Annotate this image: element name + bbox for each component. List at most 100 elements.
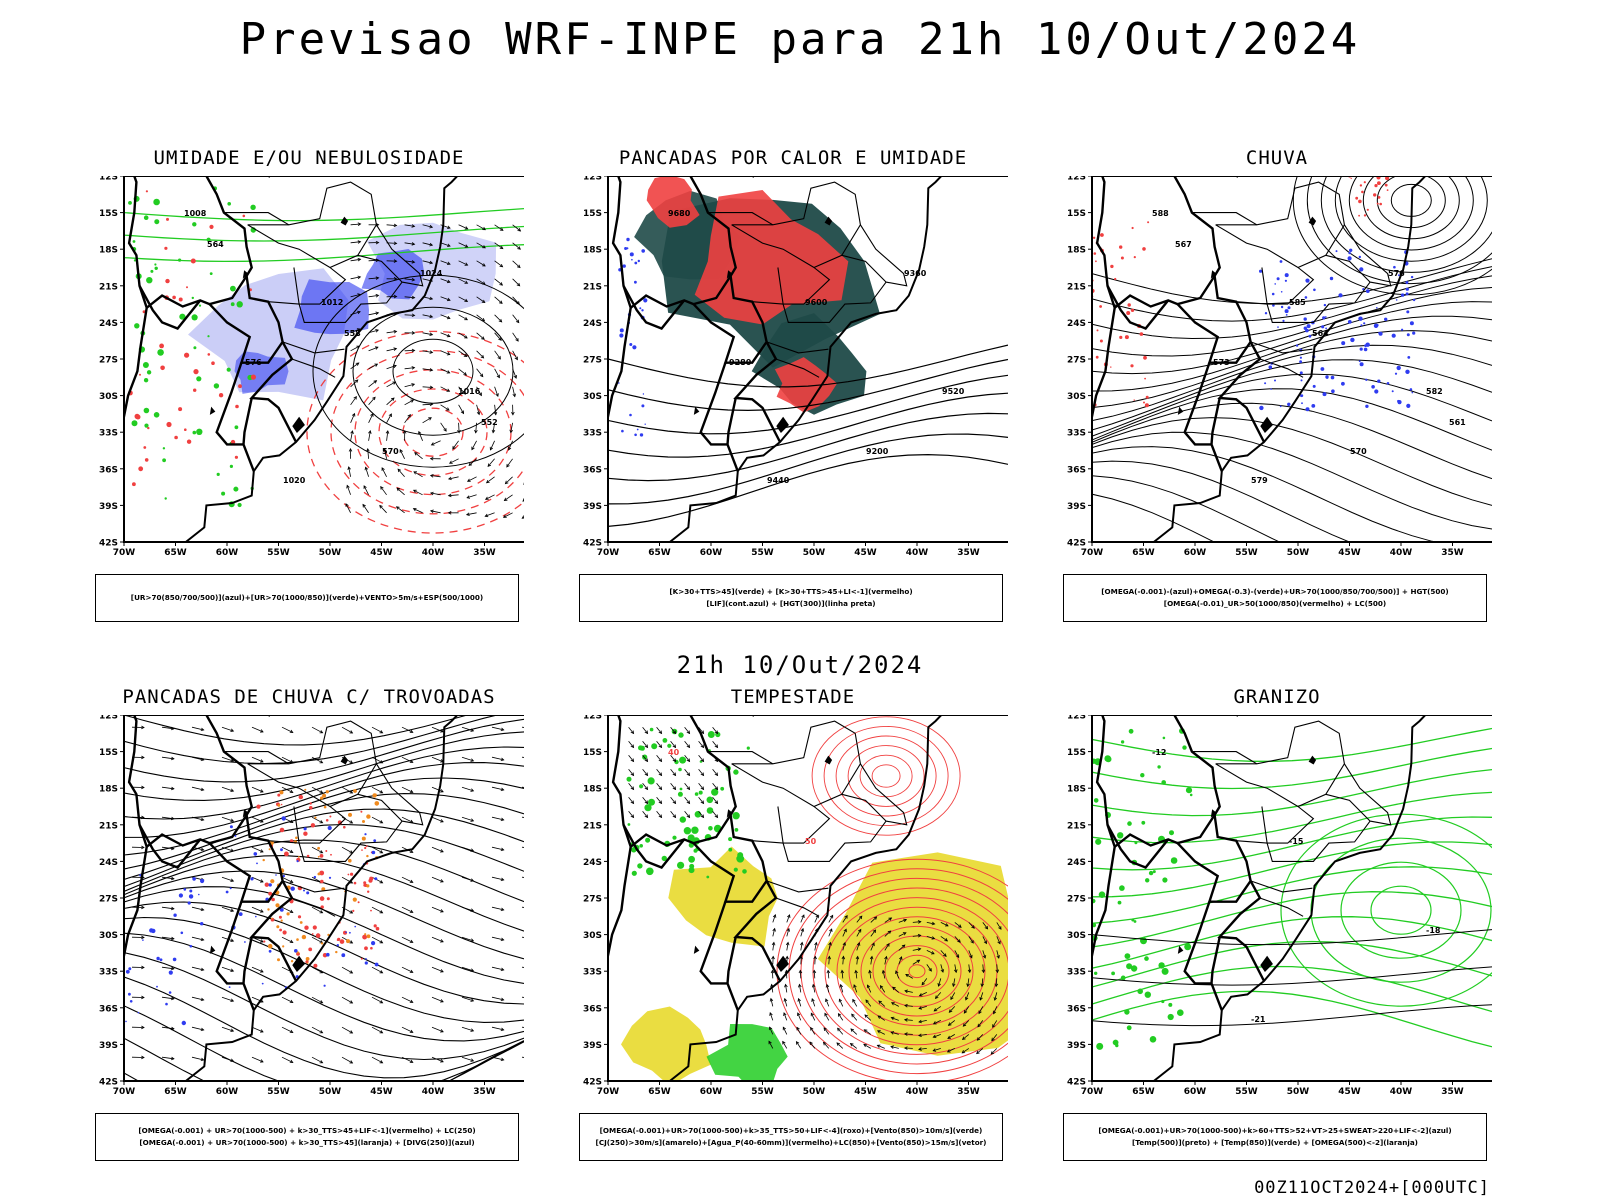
contour-label: 9600 <box>805 298 828 307</box>
lat-tick-label: 21S <box>583 282 602 292</box>
contour-label: 9200 <box>866 447 889 456</box>
lat-tick-label: 36S <box>1067 1004 1086 1014</box>
lat-tick-label: 30S <box>1067 392 1086 402</box>
lon-tick-label: 55W <box>1235 548 1258 556</box>
lat-tick-label: 21S <box>1067 282 1086 292</box>
lon-tick-label: 40W <box>906 548 929 556</box>
legend-box: [UR>70(850/700/500)](azul)+[UR>70(1000/8… <box>95 574 519 622</box>
lat-tick-label: 18S <box>583 246 602 256</box>
legend-box: [OMEGA(-0.001)+UR>70(1000-500)+k>35_TTS>… <box>579 1113 1003 1161</box>
legend-line-1: [OMEGA(-0.001) + UR>70(1000-500) + k>30_… <box>138 1126 476 1135</box>
contour-label: 564 <box>207 240 224 249</box>
lat-tick-label: 39S <box>583 1041 602 1051</box>
lat-tick-label: 27S <box>1067 895 1086 905</box>
panel-chuva: CHUVA 12S 15S 18S 21S 24S 27S 30S 33S 36S 39S 42S 7… <box>1062 147 1492 622</box>
lat-tick-label: 15S <box>1067 209 1086 219</box>
panel-granizo: GRANIZO 12S 15S 18S 21S 24S 27S 30S 33S 36S 39S 42… <box>1062 686 1492 1161</box>
lat-tick-label: 42S <box>1067 539 1086 549</box>
lon-tick-label: 70W <box>597 1087 620 1095</box>
contour-label: 585 <box>1289 298 1306 307</box>
contour-label: 588 <box>1152 209 1169 218</box>
legend-box: [OMEGA(-0.001) + UR>70(1000-500) + k>30_… <box>95 1113 519 1161</box>
contour-label: 576 <box>1388 269 1405 278</box>
panel-title: TEMPESTADE <box>730 686 856 708</box>
lat-tick-label: 27S <box>1067 356 1086 366</box>
lon-tick-label: 40W <box>1390 1087 1413 1095</box>
contour-label: 40 <box>668 748 680 757</box>
panel-title: UMIDADE E/OU NEBULOSIDADE <box>153 147 465 169</box>
lat-tick-label: 33S <box>583 968 602 978</box>
lon-tick-label: 55W <box>1235 1087 1258 1095</box>
lat-tick-label: 27S <box>99 356 118 366</box>
contour-label: 552 <box>481 418 498 427</box>
lat-tick-label: 36S <box>99 465 118 475</box>
weather-map: 12S 15S 18S 21S 24S 27S 30S 33S 36S 39S 42S 70W 65W 6… <box>94 715 524 1095</box>
lon-tick-label: 65W <box>648 548 671 556</box>
lon-tick-label: 60W <box>216 1087 239 1095</box>
lon-tick-label: 50W <box>1287 1087 1310 1095</box>
lon-tick-label: 40W <box>906 1087 929 1095</box>
lon-tick-label: 50W <box>803 1087 826 1095</box>
lon-tick-label: 70W <box>597 548 620 556</box>
panel-title: CHUVA <box>1245 147 1309 169</box>
lon-tick-label: 50W <box>319 548 342 556</box>
panel-pancadas-calor: PANCADAS POR CALOR E UMIDADE 12S 15S 18S 21… <box>578 147 1008 622</box>
lat-tick-label: 24S <box>583 858 602 868</box>
weather-map: 12S 15S 18S 21S 24S 27S 30S 33S 36S 39S 42S 70W 65W 6… <box>1062 715 1492 1095</box>
lon-tick-label: 70W <box>113 1087 136 1095</box>
lat-tick-label: 42S <box>99 539 118 549</box>
legend-line-2: [CJ(250)>30m/s](amarelo)+[Agua_P(40-60mm… <box>595 1138 987 1147</box>
lat-tick-label: 27S <box>583 895 602 905</box>
lat-tick-label: 24S <box>99 858 118 868</box>
lat-tick-label: 39S <box>583 502 602 512</box>
lon-tick-label: 45W <box>854 1087 877 1095</box>
lon-tick-label: 35W <box>1441 548 1464 556</box>
contour-label: 1012 <box>321 298 343 307</box>
lat-tick-label: 12S <box>99 715 118 722</box>
weather-map: 12S 15S 18S 21S 24S 27S 30S 33S 36S 39S 42S 70W 65W 6… <box>1062 176 1492 556</box>
forecast-run-stamp: 00Z11OCT2024+[000UTC] <box>1254 1178 1490 1198</box>
lat-tick-label: 30S <box>583 931 602 941</box>
legend-line-2: [OMEGA(-0.01)_UR>50(1000/850)(vermelho) … <box>1163 599 1387 608</box>
lat-tick-label: 24S <box>99 319 118 329</box>
panel-title: GRANIZO <box>1233 686 1321 708</box>
panel-tempestade: TEMPESTADE 12S 15S 18S 21S 24S 27S 30S 33S 36S 39… <box>578 686 1008 1161</box>
lon-tick-label: 50W <box>319 1087 342 1095</box>
lon-tick-label: 70W <box>1081 1087 1104 1095</box>
legend-line-1: [UR>70(850/700/500)](azul)+[UR>70(1000/8… <box>130 593 484 602</box>
lon-tick-label: 40W <box>422 548 445 556</box>
lat-tick-label: 33S <box>583 429 602 439</box>
lat-tick-label: 33S <box>99 429 118 439</box>
lon-tick-label: 65W <box>1132 1087 1155 1095</box>
lat-tick-label: 12S <box>1067 176 1086 183</box>
lat-tick-label: 30S <box>583 392 602 402</box>
contour-label: 9440 <box>767 476 790 485</box>
lat-tick-label: 15S <box>1067 748 1086 758</box>
contour-label: 1020 <box>283 476 306 485</box>
panel-umidade: UMIDADE E/OU NEBULOSIDADE 12S 15S 18S 21S 24… <box>94 147 524 622</box>
contour-label: 9360 <box>904 269 927 278</box>
contour-label: 573 <box>1213 358 1230 367</box>
contour-label: 9280 <box>729 358 752 367</box>
lat-tick-label: 42S <box>1067 1078 1086 1088</box>
contour-label: 9520 <box>942 387 965 396</box>
contour-label: 558 <box>344 329 361 338</box>
lon-tick-label: 35W <box>473 1087 496 1095</box>
lat-tick-label: 27S <box>583 356 602 366</box>
lat-tick-label: 18S <box>99 246 118 256</box>
contour-label: 576 <box>245 358 262 367</box>
panel-pancadas-trovoadas: PANCADAS DE CHUVA C/ TROVOADAS 12S 15S 18S… <box>94 686 524 1161</box>
contour-label: 570 <box>382 447 399 456</box>
lon-tick-label: 65W <box>1132 548 1155 556</box>
lat-tick-label: 15S <box>99 209 118 219</box>
lon-tick-label: 55W <box>751 548 774 556</box>
lat-tick-label: 42S <box>583 539 602 549</box>
lon-tick-label: 45W <box>370 1087 393 1095</box>
contour-label: 582 <box>1426 387 1443 396</box>
legend-line-2: [OMEGA(-0.001) + UR>70(1000-500) + k>30_… <box>139 1138 475 1147</box>
contour-label: 50 <box>805 837 817 846</box>
